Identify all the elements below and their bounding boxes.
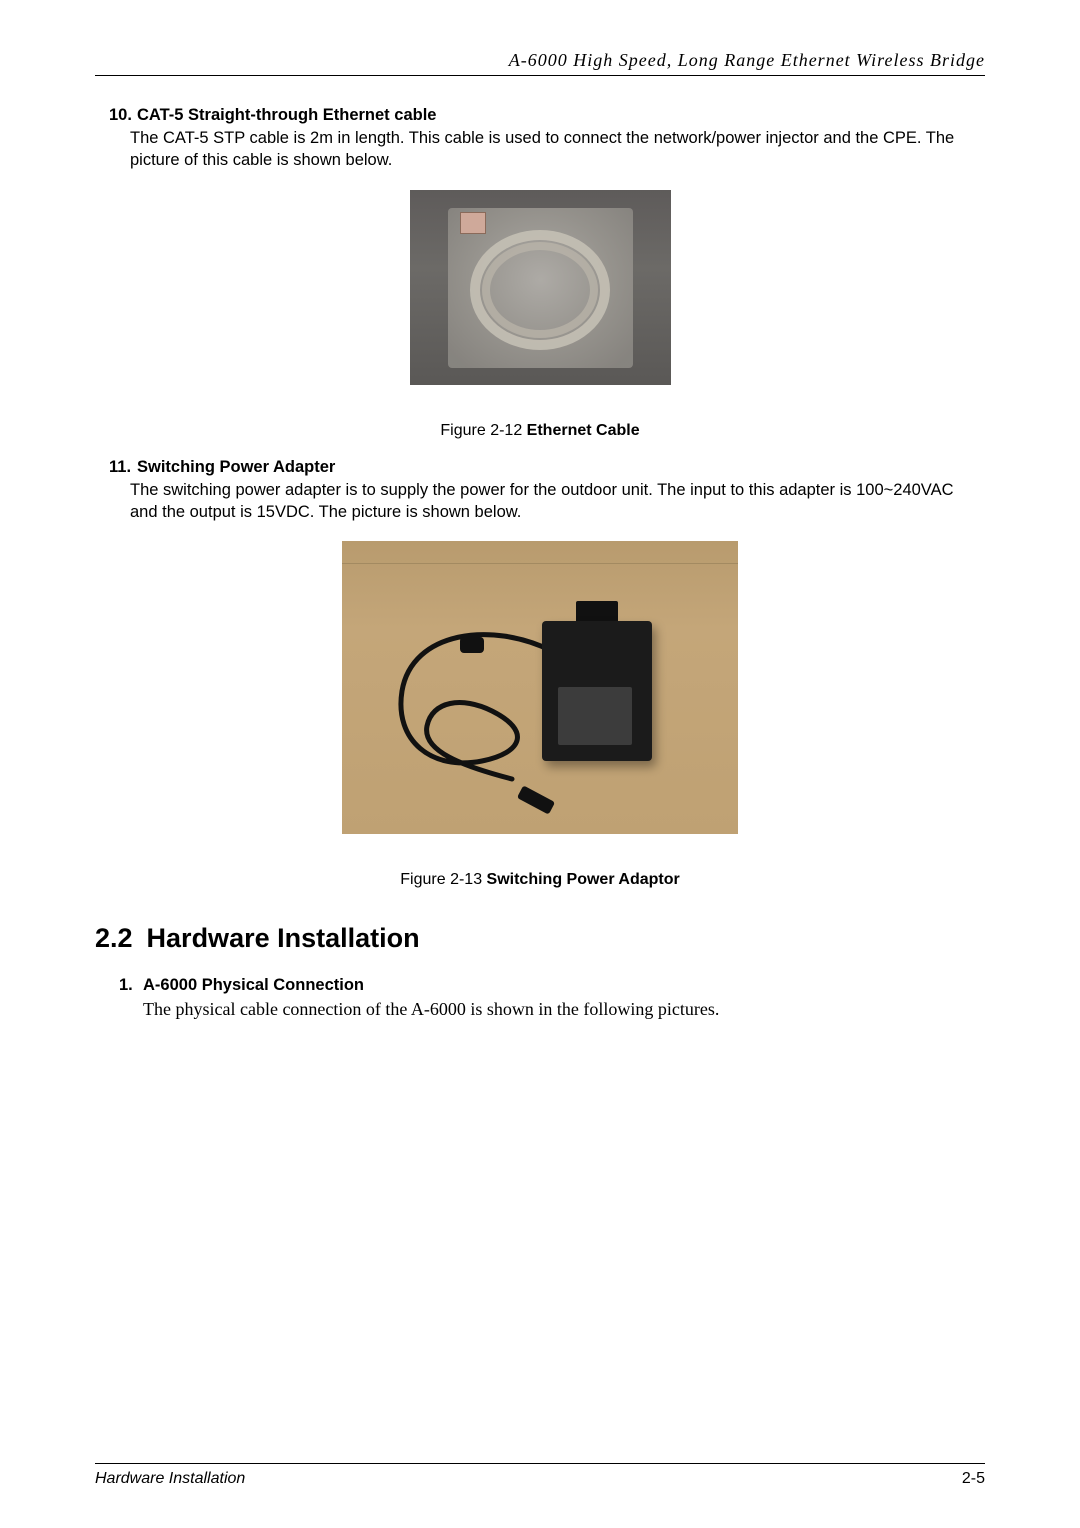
item-title: Switching Power Adapter [137, 458, 335, 477]
footer-left: Hardware Installation [95, 1470, 245, 1488]
item-title: CAT-5 Straight-through Ethernet cable [137, 106, 436, 125]
caption-prefix: Figure 2-12 [440, 422, 526, 439]
list-item-10: 10. CAT-5 Straight-through Ethernet cabl… [109, 106, 985, 125]
figure-2-13 [95, 541, 985, 839]
section-number: 2.2 [95, 923, 133, 953]
figure-caption-2-12: Figure 2-12 Ethernet Cable [95, 422, 985, 440]
item-number: 10. [109, 106, 137, 125]
item-number: 11. [109, 458, 137, 477]
section-title: Hardware Installation [147, 923, 420, 953]
sub-item-number: 1. [119, 976, 143, 995]
caption-bold: Switching Power Adaptor [487, 871, 680, 888]
footer-page-number: 2-5 [962, 1470, 985, 1488]
list-item-11: 11. Switching Power Adapter [109, 458, 985, 477]
sub-item-body: The physical cable connection of the A-6… [143, 999, 985, 1020]
document-page: A-6000 High Speed, Long Range Ethernet W… [0, 0, 1080, 1528]
ethernet-cable-photo [410, 190, 671, 385]
section-heading-2-2: 2.2 Hardware Installation [95, 923, 985, 954]
page-footer: Hardware Installation 2-5 [95, 1463, 985, 1488]
caption-prefix: Figure 2-13 [400, 871, 486, 888]
caption-bold: Ethernet Cable [527, 422, 640, 439]
running-header: A-6000 High Speed, Long Range Ethernet W… [95, 50, 985, 76]
power-adapter-photo [342, 541, 738, 834]
sub-item-title: A-6000 Physical Connection [143, 976, 364, 995]
figure-caption-2-13: Figure 2-13 Switching Power Adaptor [95, 871, 985, 889]
sub-item-1: 1. A-6000 Physical Connection [119, 976, 985, 995]
figure-2-12 [95, 190, 985, 390]
item-body: The switching power adapter is to supply… [130, 479, 985, 524]
item-body: The CAT-5 STP cable is 2m in length. Thi… [130, 127, 985, 172]
